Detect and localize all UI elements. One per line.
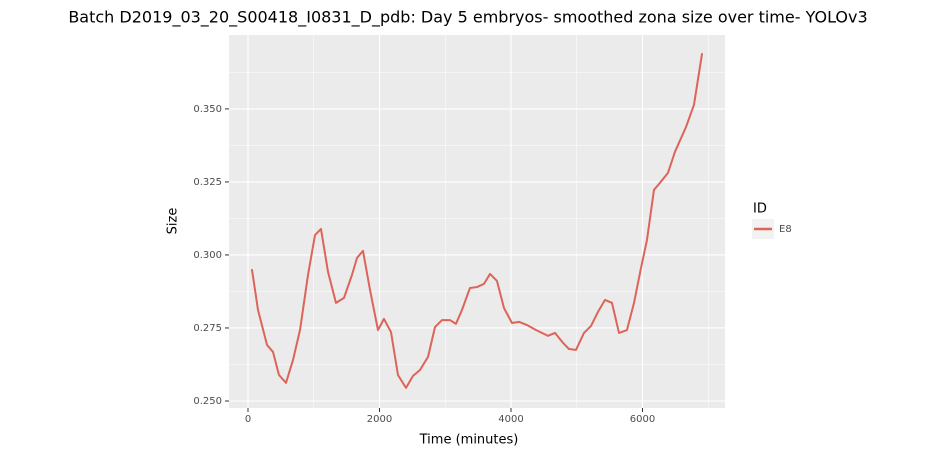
y-tick-label: 0.325	[193, 177, 222, 188]
y-tick-label: 0.300	[193, 250, 222, 261]
y-tick-label: 0.275	[193, 323, 222, 334]
x-tick-label: 6000	[630, 414, 655, 425]
x-tick-label: 4000	[498, 414, 523, 425]
legend-title: ID	[753, 202, 767, 217]
y-tick-label: 0.250	[193, 396, 222, 407]
plot-panel	[229, 35, 725, 408]
legend-label: E8	[779, 224, 792, 235]
x-tick-label: 0	[245, 414, 251, 425]
chart-title: Batch D2019_03_20_S00418_I0831_D_pdb: Da…	[68, 8, 867, 28]
x-tick-label: 2000	[367, 414, 392, 425]
data-line	[251, 52, 703, 389]
y-tick-label: 0.350	[193, 104, 222, 115]
x-axis-title: Time (minutes)	[419, 433, 519, 448]
y-axis-title: Size	[166, 208, 181, 235]
